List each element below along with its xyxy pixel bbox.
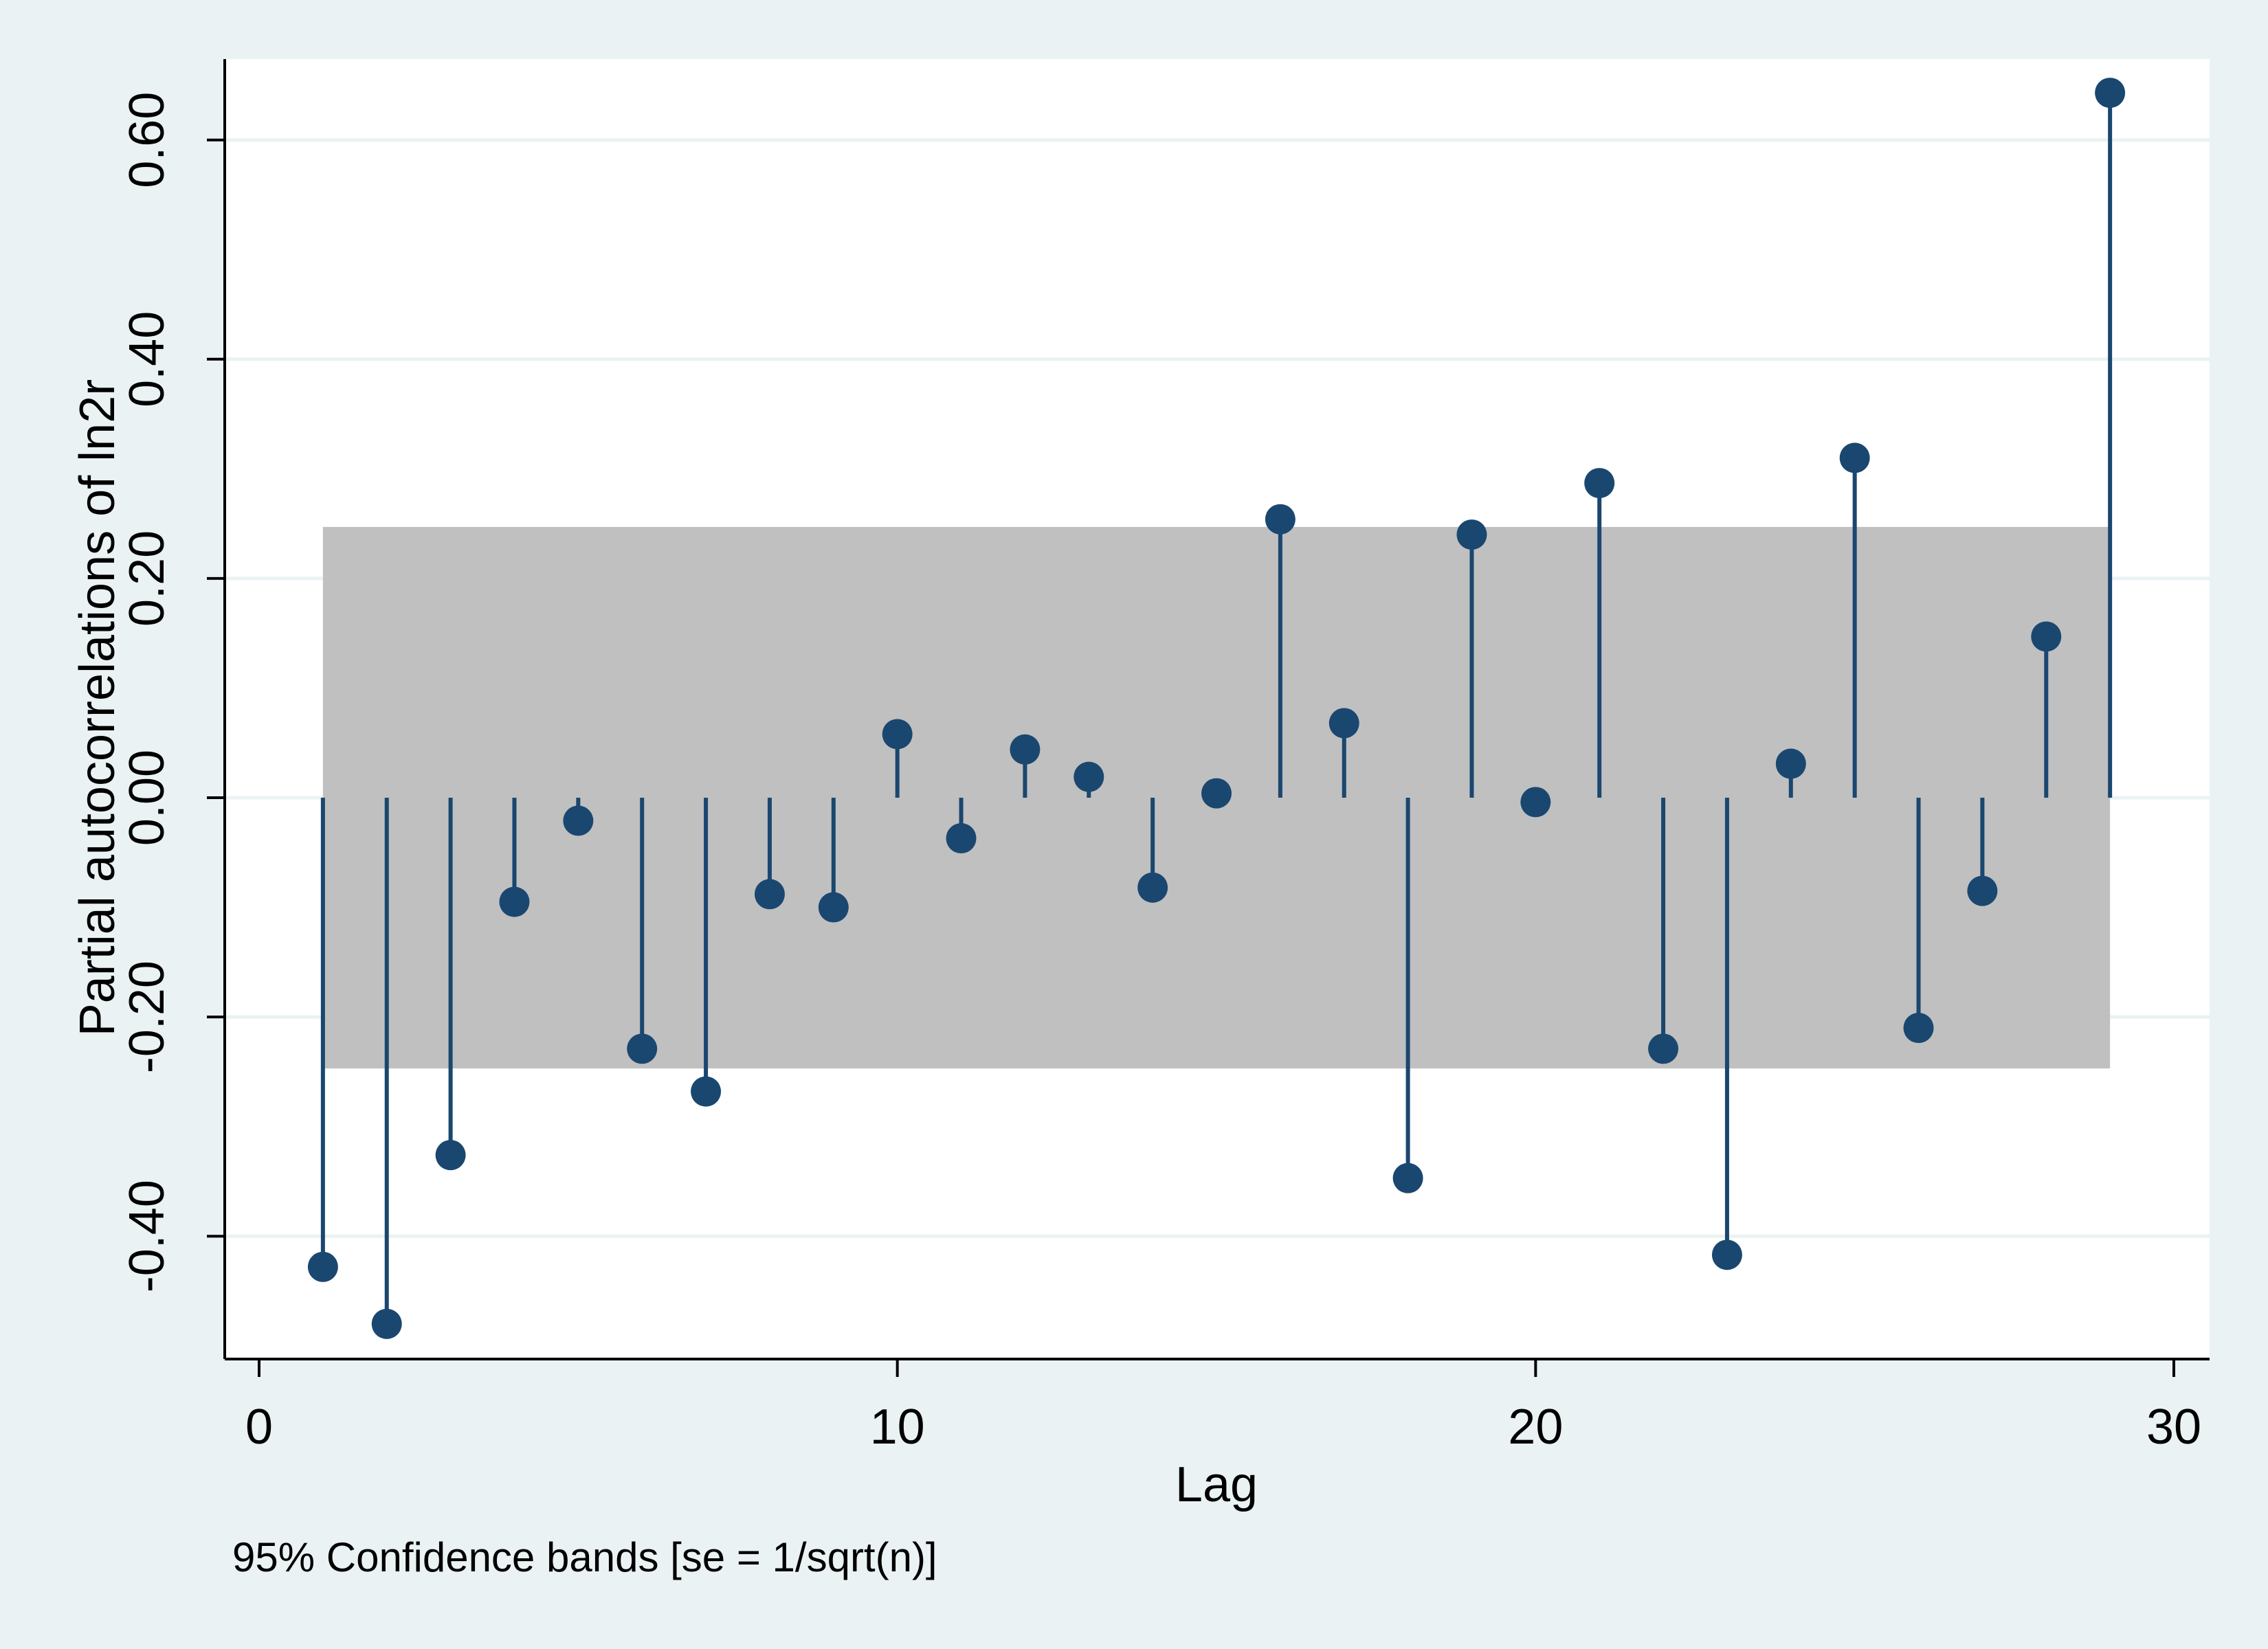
x-axis-label: Lag [1175, 1457, 1258, 1512]
y-tick-label: -0.20 [120, 961, 175, 1073]
point-lag-29 [2095, 78, 2126, 109]
point-lag-5 [563, 805, 594, 836]
point-lag-10 [882, 719, 913, 750]
point-lag-21 [1584, 468, 1615, 499]
point-lag-15 [1201, 778, 1232, 809]
point-lag-6 [627, 1033, 658, 1064]
point-lag-7 [691, 1076, 722, 1107]
point-lag-20 [1520, 787, 1551, 818]
point-lag-26 [1903, 1013, 1934, 1044]
data-points [307, 78, 2126, 1339]
point-lag-16 [1265, 504, 1296, 535]
point-lag-2 [371, 1308, 402, 1339]
point-lag-4 [499, 886, 530, 917]
point-lag-9 [818, 892, 849, 923]
point-lag-11 [946, 823, 977, 854]
y-tick-label: 0.00 [120, 750, 175, 846]
x-tick-label: 10 [870, 1400, 925, 1455]
y-tick-label: 0.40 [120, 311, 175, 407]
point-lag-19 [1456, 519, 1487, 550]
point-lag-22 [1648, 1033, 1679, 1064]
x-tick-label: 30 [2146, 1400, 2201, 1455]
point-lag-27 [1967, 875, 1998, 906]
point-lag-18 [1392, 1163, 1423, 1193]
y-tick-label: 0.20 [120, 530, 175, 627]
chart-note: 95% Confidence bands [se = 1/sqrt(n)] [232, 1534, 937, 1580]
point-lag-1 [307, 1251, 338, 1282]
point-lag-8 [754, 879, 785, 910]
point-lag-28 [2031, 621, 2062, 652]
point-lag-23 [1711, 1239, 1742, 1270]
point-lag-14 [1137, 872, 1168, 903]
point-lag-13 [1074, 761, 1104, 792]
y-axis-label: Partial autocorrelations of ln2r [70, 379, 125, 1037]
point-lag-25 [1839, 442, 1870, 473]
point-lag-17 [1328, 708, 1359, 739]
y-tick-label: 0.60 [120, 92, 175, 188]
axes [207, 59, 2210, 1377]
x-tick-label: 20 [1508, 1400, 1563, 1455]
point-lag-12 [1010, 734, 1041, 765]
x-tick-label: 0 [245, 1400, 273, 1455]
tick-labels: -0.40 -0.20 0.00 0.20 0.40 0.60 0 10 20 30 [120, 92, 2201, 1455]
point-lag-24 [1775, 748, 1806, 779]
point-lag-3 [435, 1140, 466, 1171]
y-tick-label: -0.40 [120, 1180, 175, 1292]
